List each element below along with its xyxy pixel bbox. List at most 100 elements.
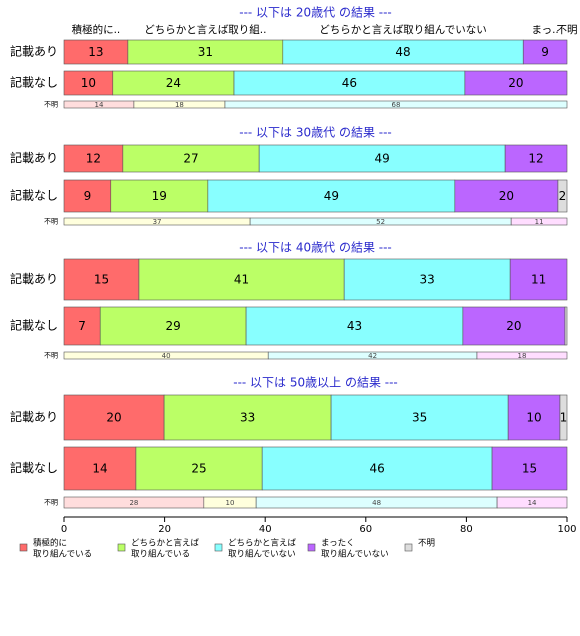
header-label: どちらかと言えば取り組んでいない [319, 23, 486, 36]
bar-segment [282, 39, 524, 65]
bar-segment [454, 179, 559, 213]
x-tick-label: 0 [61, 524, 67, 535]
bar-segment [163, 394, 332, 441]
value-label: 20 [508, 76, 523, 90]
legend-label: 積極的に [33, 538, 67, 549]
panel-title: --- 以下は 40歳代 の結果 --- [239, 241, 392, 255]
bar-segment [261, 446, 493, 491]
row-label: 不明 [44, 499, 58, 507]
value-label: 33 [240, 411, 255, 425]
value-label: 11 [531, 273, 546, 287]
bar-segment [245, 306, 464, 346]
panel-title: --- 以下は 30歳代 の結果 --- [239, 126, 392, 140]
value-label: 24 [166, 76, 181, 90]
value-label: 18 [518, 352, 527, 360]
legend-swatch [214, 543, 223, 552]
bar-segment [507, 394, 561, 441]
header-label: どちらかと言えば取り組.. [144, 23, 266, 36]
legend-swatch [307, 543, 316, 552]
value-label: 12 [528, 152, 543, 166]
legend-swatch [19, 543, 28, 552]
value-label: 15 [94, 273, 109, 287]
bar-segment [63, 70, 114, 96]
row-label: 不明 [44, 101, 58, 109]
bar-segment [510, 217, 568, 226]
value-label: 14 [94, 101, 103, 109]
value-label: 20 [506, 319, 521, 333]
value-label: 14 [528, 499, 537, 507]
value-label: 48 [372, 499, 381, 507]
bar-segment [138, 258, 345, 301]
bar-segment [63, 306, 101, 346]
bar-segment [330, 394, 509, 441]
legend-label: 取り組んでいる [33, 549, 92, 560]
row-label: 記載あり [10, 271, 58, 286]
bar-segment [63, 394, 165, 441]
panel-title: --- 以下は 20歳代 の結果 --- [239, 6, 392, 20]
row-label: 不明 [44, 218, 58, 226]
value-label: 10 [226, 499, 235, 507]
value-label: 20 [106, 411, 121, 425]
value-label: 7 [78, 319, 86, 333]
bar-segment [462, 306, 566, 346]
value-label: 20 [499, 189, 514, 203]
bar-segment [127, 39, 284, 65]
bar-segment [464, 70, 568, 96]
legend-swatch [117, 543, 126, 552]
legend-label: 取り組んでいない [321, 549, 389, 560]
value-label: 35 [412, 411, 427, 425]
row-label: 記載あり [10, 44, 58, 59]
value-label: 11 [535, 218, 544, 226]
row-label: 記載なし [10, 188, 58, 203]
bar-segment [233, 70, 466, 96]
bar-segment [564, 306, 568, 346]
legend-label: まったく [321, 539, 355, 549]
bar-segment [63, 258, 140, 301]
value-label: 1 [560, 411, 568, 425]
bar-segment [509, 258, 568, 301]
x-tick-label: 80 [460, 524, 473, 535]
legend-label: 取り組んでいる [131, 549, 190, 560]
bar-segment [491, 446, 568, 491]
value-label: 49 [375, 152, 390, 166]
bar-segment [112, 70, 235, 96]
header-label: 積極的に.. [72, 23, 121, 36]
row-label: 記載なし [10, 460, 58, 475]
value-label: 28 [129, 499, 138, 507]
value-label: 15 [522, 462, 537, 476]
value-label: 18 [175, 101, 184, 109]
bar-segment [135, 446, 263, 491]
value-label: 14 [92, 462, 107, 476]
row-label: 記載なし [10, 75, 58, 90]
value-label: 31 [198, 45, 213, 59]
row-label: 記載あり [10, 409, 58, 424]
bar-segment [343, 258, 511, 301]
bar-segment [559, 394, 568, 441]
header-label: まっ.. [531, 24, 558, 36]
bar-segment [110, 179, 209, 213]
value-label: 42 [368, 352, 377, 360]
legend-label: 取り組んでいない [228, 549, 296, 560]
value-label: 41 [234, 273, 249, 287]
value-label: 29 [166, 319, 181, 333]
bar-segment [99, 306, 247, 346]
value-label: 43 [347, 319, 362, 333]
value-label: 9 [541, 45, 549, 59]
legend-label: どちらかと言えば [131, 538, 200, 549]
value-label: 40 [162, 352, 171, 360]
value-label: 37 [153, 218, 162, 226]
bar-segment [224, 100, 568, 109]
x-tick-label: 60 [359, 524, 372, 535]
legend-swatch [404, 543, 413, 552]
value-label: 49 [324, 189, 339, 203]
row-label: 不明 [44, 352, 58, 360]
value-label: 25 [191, 462, 206, 476]
bar-segment [63, 179, 112, 213]
bar-segment [63, 446, 137, 491]
row-label: 記載なし [10, 318, 58, 333]
row-label: 記載あり [10, 150, 58, 165]
bar-segment [258, 144, 506, 173]
value-label: 46 [369, 462, 384, 476]
value-label: 46 [342, 76, 357, 90]
